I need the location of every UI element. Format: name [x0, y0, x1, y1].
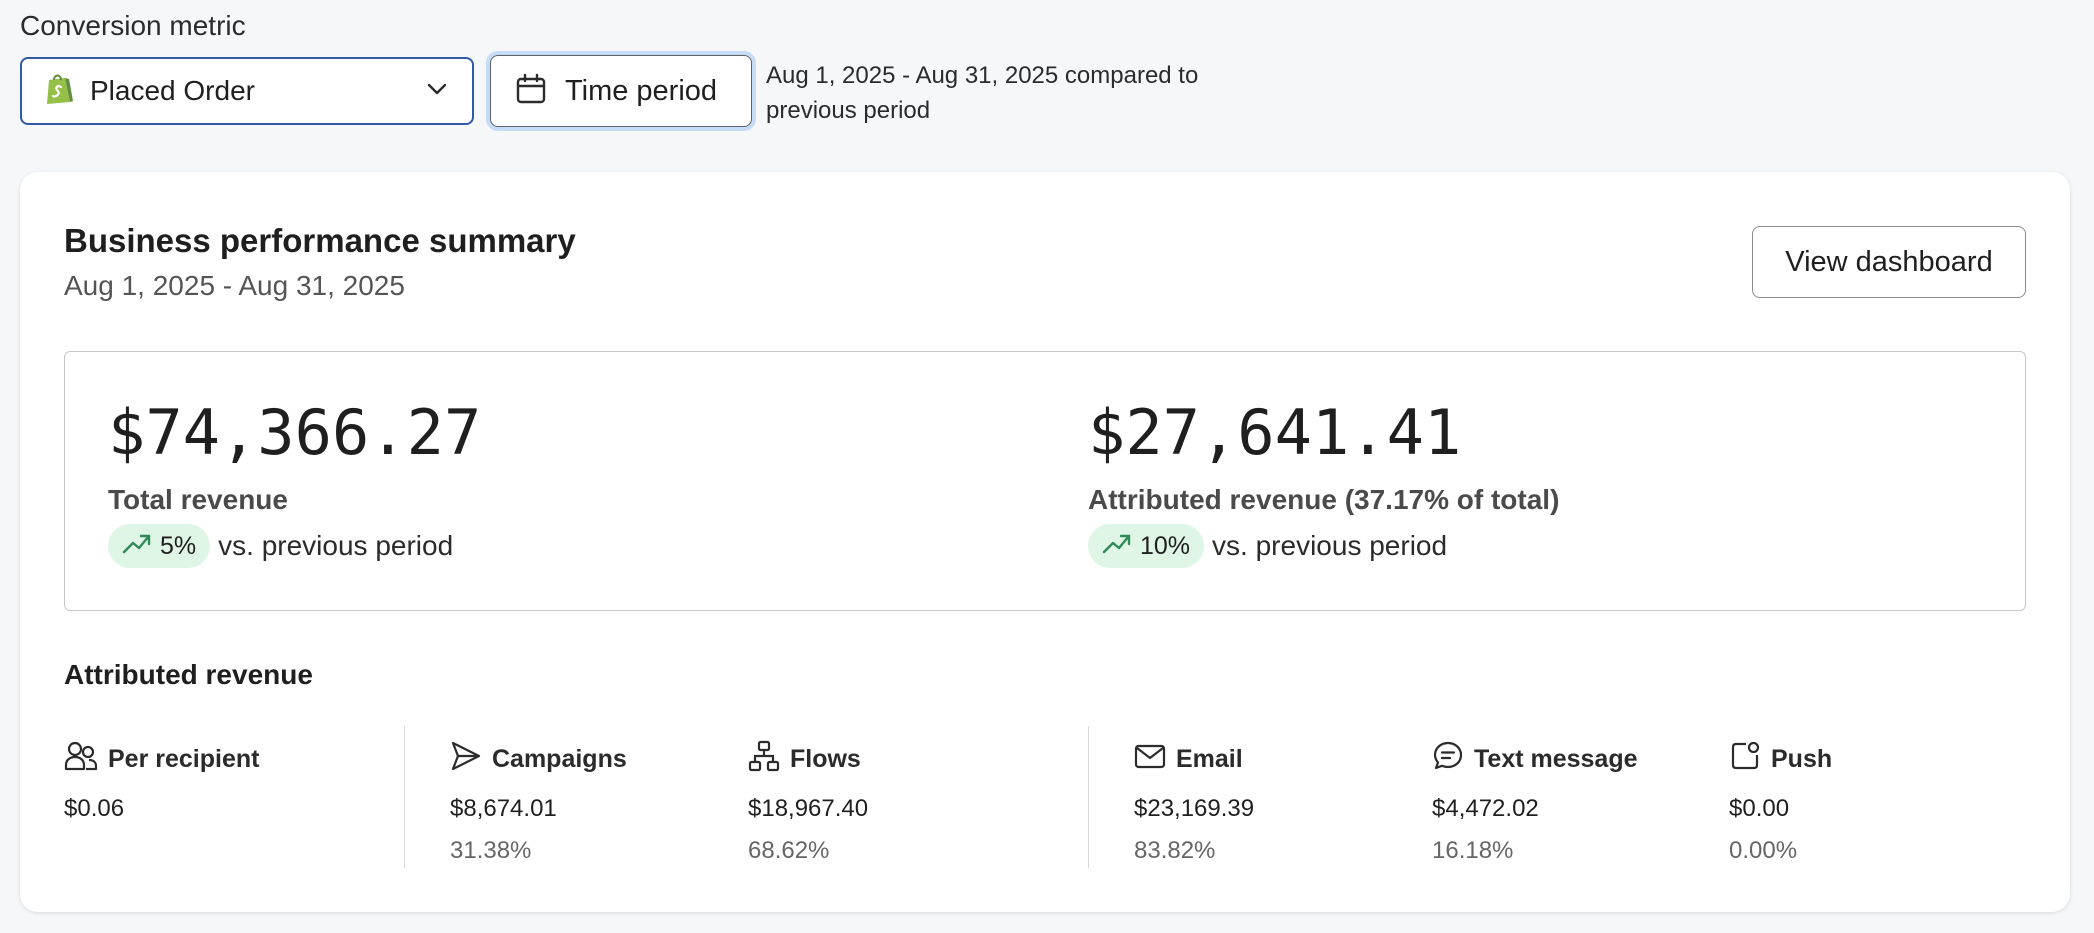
campaigns-percent: 31.38% [450, 837, 532, 864]
flows-header: Flows [748, 740, 861, 779]
email-percent: 83.82% [1134, 837, 1216, 864]
mail-icon [1134, 740, 1176, 779]
card-date-range: Aug 1, 2025 - Aug 31, 2025 [64, 270, 405, 301]
conversion-metric-select[interactable]: Placed Order [20, 57, 474, 125]
text-message-label: Text message [1474, 745, 1638, 773]
campaigns-label: Campaigns [492, 745, 627, 773]
campaigns-header: Campaigns [450, 740, 627, 779]
attributed-revenue-title: Attributed revenue [64, 659, 313, 690]
email-value: $23,169.39 [1134, 795, 1255, 822]
calendar-icon [515, 73, 547, 110]
chat-bubble-icon [1432, 740, 1474, 779]
attributed-revenue-value: $27,641.41 [1088, 396, 1462, 469]
divider [404, 726, 405, 868]
attributed-revenue-label: Attributed revenue (37.17% of total) [1088, 484, 1560, 515]
email-header: Email [1134, 740, 1243, 779]
period-description: Aug 1, 2025 - Aug 31, 2025 compared to p… [766, 62, 1199, 124]
flow-icon [748, 740, 790, 779]
time-period-button[interactable]: Time period [490, 55, 752, 127]
flows-value: $18,967.40 [748, 795, 869, 822]
per-recipient-label: Per recipient [108, 745, 260, 773]
trend-up-icon [122, 531, 160, 562]
send-icon [450, 740, 492, 779]
text-message-header: Text message [1432, 740, 1638, 779]
selected-metric: Placed Order [90, 75, 255, 106]
push-notification-icon [1729, 740, 1771, 779]
divider [1088, 726, 1089, 868]
push-value: $0.00 [1729, 795, 1790, 822]
total-revenue-change: 5% vs. previous period [108, 524, 453, 568]
time-period-label: Time period [565, 74, 718, 107]
attributed-change-badge: 10% [1088, 524, 1205, 568]
per-recipient-value: $0.06 [64, 795, 125, 822]
shopify-icon [44, 72, 74, 111]
attributed-change-value: 10% [1140, 531, 1191, 560]
push-label: Push [1771, 745, 1833, 773]
total-revenue-label: Total revenue [108, 484, 288, 515]
users-icon [64, 740, 108, 779]
text-message-value: $4,472.02 [1432, 795, 1539, 822]
revenue-summary-box [64, 351, 2026, 611]
push-header: Push [1729, 740, 1832, 779]
per-recipient-header: Per recipient [64, 740, 259, 779]
total-change-badge: 5% [108, 524, 211, 568]
conversion-metric-label: Conversion metric [20, 10, 246, 41]
push-percent: 0.00% [1729, 837, 1798, 864]
flows-label: Flows [790, 745, 861, 773]
attributed-revenue-change: 10% vs. previous period [1088, 524, 1447, 568]
campaigns-value: $8,674.01 [450, 795, 557, 822]
view-dashboard-button[interactable]: View dashboard [1752, 226, 2026, 298]
trend-up-icon [1102, 531, 1140, 562]
attributed-vs-text: vs. previous period [1212, 530, 1448, 561]
total-vs-text: vs. previous period [218, 530, 454, 561]
chevron-down-icon [426, 82, 448, 101]
card-title: Business performance summary [64, 222, 576, 259]
text-message-percent: 16.18% [1432, 837, 1514, 864]
email-label: Email [1176, 745, 1243, 773]
total-revenue-value: $74,366.27 [108, 396, 482, 469]
flows-percent: 68.62% [748, 837, 830, 864]
total-change-value: 5% [160, 531, 197, 560]
